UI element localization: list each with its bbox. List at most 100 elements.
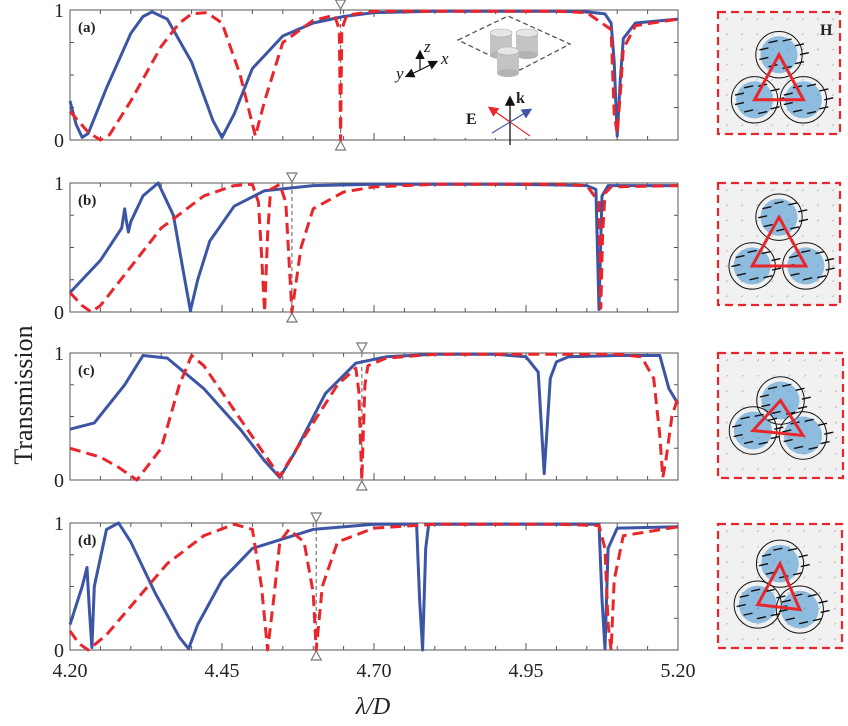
field-arrow-strong	[792, 572, 803, 576]
field-arrow	[725, 591, 729, 594]
field-map-c	[716, 351, 845, 480]
x-tick-label: 4.20	[53, 660, 88, 682]
field-arrow-strong	[789, 254, 799, 259]
field-arrow-strong	[824, 97, 834, 101]
field-arrow	[725, 18, 729, 21]
field-arrow-strong	[824, 257, 835, 262]
field-arrow	[834, 468, 838, 471]
field-arrow-strong	[774, 426, 784, 430]
field-arrow	[818, 638, 821, 641]
field-arrow-strong	[798, 209, 808, 213]
field-arrow	[725, 638, 729, 641]
series-dashed-line	[68, 182, 679, 314]
field-arrow-strong	[787, 547, 798, 552]
field-arrow	[771, 234, 774, 237]
y-tick-label: 0	[54, 640, 64, 662]
field-arrow	[819, 359, 822, 362]
field-arrow	[816, 78, 820, 81]
y-tick-label: 1	[54, 343, 64, 365]
field-arrow	[786, 189, 789, 192]
field-arrow	[818, 576, 821, 579]
field-arrow	[801, 18, 804, 21]
field-arrow	[741, 530, 744, 533]
field-arrow-strong	[795, 387, 805, 392]
marker-triangle-top	[334, 0, 347, 11]
field-arrow-strong	[743, 440, 754, 445]
plot-frame	[69, 182, 679, 313]
field-arrow	[725, 219, 729, 222]
marker-triangle-top	[355, 342, 368, 354]
field-arrow	[801, 189, 804, 192]
field-arrow-strong	[758, 562, 769, 567]
field-arrow	[740, 234, 744, 237]
field-arrow	[816, 280, 820, 283]
field-arrow	[725, 390, 729, 393]
field-arrow	[772, 374, 775, 377]
field-arrow	[819, 468, 822, 471]
cylinder-outline	[775, 585, 824, 634]
field-arrow-strong	[736, 272, 746, 277]
field-arrow	[833, 545, 837, 548]
field-arrow	[803, 468, 807, 471]
field-arrow-strong	[783, 101, 793, 106]
field-arrow-strong	[820, 609, 830, 614]
field-arrow-strong	[761, 250, 771, 255]
field-arrow-strong	[759, 47, 769, 51]
field-arrow	[816, 33, 820, 36]
series-solid-line	[68, 9, 679, 139]
field-arrow-strong	[797, 405, 808, 410]
field-arrow	[725, 421, 729, 424]
x-axis-label: λ/D	[355, 694, 390, 720]
field-arrow	[725, 576, 729, 579]
field-arrow	[772, 622, 775, 625]
marker-triangle-bottom	[285, 311, 298, 323]
field-arrow-strong	[771, 257, 781, 262]
field-arrow	[818, 622, 821, 625]
field-arrow	[725, 249, 729, 252]
field-arrow	[831, 109, 835, 112]
field-arrow	[816, 204, 820, 207]
field-arrow	[772, 452, 775, 455]
field-arrow	[756, 204, 759, 207]
field-arrow	[740, 189, 744, 192]
field-arrow-strong	[767, 417, 778, 422]
field-arrow	[772, 468, 775, 471]
field-arrow	[819, 421, 822, 424]
field-arrow	[788, 374, 791, 377]
field-arrow	[725, 561, 729, 564]
field-arrow	[725, 545, 729, 548]
series-dashed-line	[68, 522, 679, 652]
field-arrow-strong	[790, 272, 800, 277]
field-arrow	[741, 452, 744, 455]
field-arrow	[725, 63, 729, 66]
field-arrow	[831, 204, 835, 207]
field-arrow	[725, 93, 729, 96]
field-arrow	[756, 359, 760, 362]
field-arrow-strong	[761, 403, 771, 408]
field-arrow	[756, 374, 760, 377]
field-arrow	[818, 591, 821, 594]
field-arrow	[802, 576, 806, 579]
field-arrow	[756, 638, 760, 641]
panel-c: 0 1 (c)	[54, 342, 680, 492]
field-arrow-strong	[798, 554, 808, 558]
y-tick-label: 0	[54, 130, 64, 152]
field-arrow-strong	[798, 621, 809, 625]
field-arrow	[831, 189, 835, 192]
field-arrow	[816, 234, 820, 237]
field-arrow-strong	[783, 92, 793, 96]
field-arrow	[725, 359, 729, 362]
x-tick-label: 4.95	[509, 660, 544, 682]
coupling-triangle	[752, 51, 806, 102]
field-arrow	[756, 576, 760, 579]
field-arrow	[771, 18, 774, 21]
cylinder-outline	[728, 406, 778, 455]
series-solid-line	[68, 521, 679, 652]
field-arrow-strong	[804, 418, 814, 422]
field-arrow	[786, 18, 789, 21]
field-arrow	[819, 374, 822, 377]
field-arrow-strong	[735, 254, 745, 259]
field-arrow	[740, 124, 744, 127]
field-arrow-strong	[770, 435, 780, 440]
